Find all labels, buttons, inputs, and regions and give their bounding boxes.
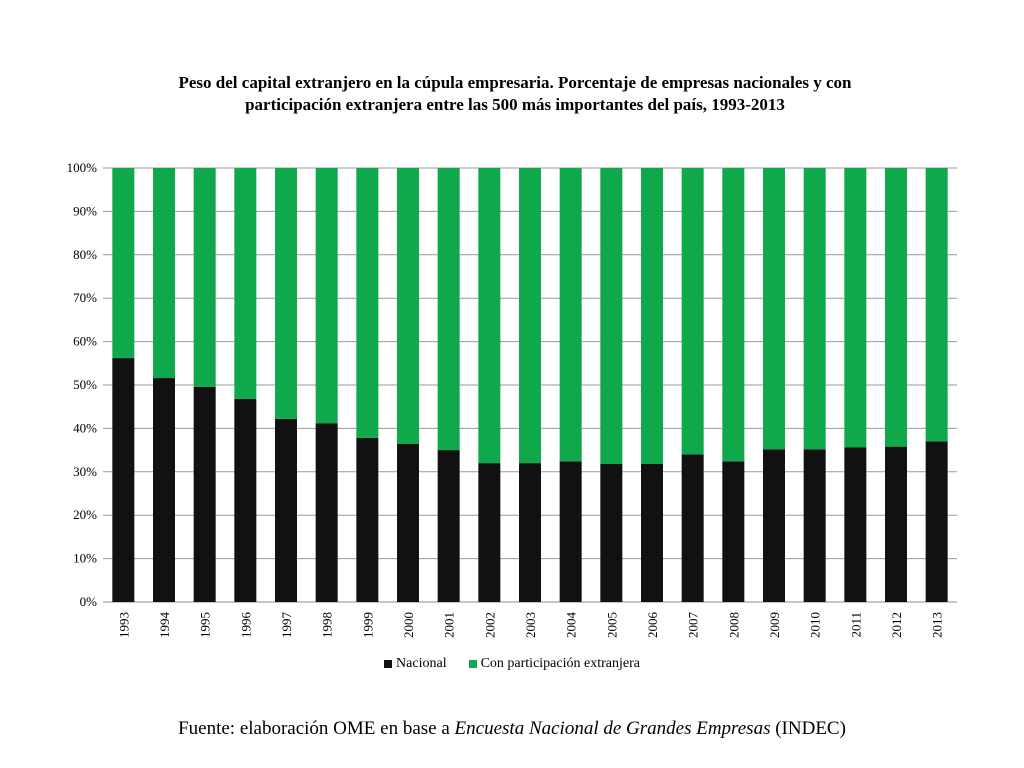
x-tick-label: 1994: [157, 612, 172, 639]
source-suffix: (INDEC): [770, 718, 846, 739]
bar-nacional: [275, 418, 297, 602]
bar-extranjera: [315, 168, 338, 424]
chart-title: Peso del capital extranjero en la cúpula…: [80, 72, 950, 116]
bar-extranjera: [153, 168, 175, 379]
x-tick-label: 2013: [930, 612, 945, 638]
legend-item-nacional: Nacional: [384, 656, 447, 672]
y-tick-label: 0%: [80, 594, 98, 609]
bar-extranjera: [275, 168, 297, 419]
source-prefix: Fuente: elaboración OME en base a: [178, 718, 455, 739]
chart-title-line2: participación extranjera entre las 500 m…: [245, 95, 785, 114]
bar-extranjera: [437, 168, 460, 451]
bar-extranjera: [925, 168, 948, 442]
x-tick-label: 1997: [279, 612, 294, 639]
bar-nacional: [397, 444, 419, 602]
source-note: Fuente: elaboración OME en base a Encues…: [0, 718, 1024, 740]
bar-extranjera: [722, 168, 745, 462]
chart-title-line1: Peso del capital extranjero en la cúpula…: [178, 73, 852, 92]
x-tick-label: 2000: [401, 612, 416, 638]
legend-swatch-nacional: [384, 660, 393, 668]
bar-nacional: [600, 463, 623, 602]
x-tick-label: 2004: [564, 612, 579, 639]
y-tick-label: 10%: [73, 551, 97, 566]
x-tick-label: 1996: [238, 612, 253, 639]
x-tick-label: 1993: [116, 612, 131, 638]
stacked-bar-chart: 0%10%20%30%40%50%60%70%80%90%100% 1993 19…: [67, 160, 957, 639]
y-tick-label: 20%: [73, 507, 97, 522]
bar-nacional: [803, 449, 826, 602]
bar-extranjera: [397, 168, 419, 445]
bar-nacional: [722, 461, 745, 602]
y-tick-label: 70%: [73, 290, 97, 305]
x-tick-label: 2010: [808, 612, 823, 638]
bar-nacional: [112, 358, 135, 602]
bar-extranjera: [844, 168, 867, 448]
bar-nacional: [315, 423, 338, 602]
bar-extranjera: [234, 168, 257, 399]
bar-extranjera: [356, 168, 379, 438]
bar-nacional: [763, 449, 785, 602]
y-tick-label: 30%: [73, 464, 97, 479]
bar-extranjera: [478, 168, 501, 464]
x-tick-label: 2001: [442, 612, 457, 638]
x-tick-label: 2009: [767, 612, 782, 638]
bar-nacional: [925, 441, 948, 602]
x-tick-label: 1999: [360, 612, 375, 638]
bar-extranjera: [641, 168, 663, 464]
y-tick-label: 50%: [73, 377, 97, 392]
bar-nacional: [559, 461, 582, 602]
bar-nacional: [681, 454, 704, 602]
x-tick-label: 2007: [686, 612, 701, 639]
y-tick-label: 40%: [73, 420, 97, 435]
bars: [112, 168, 948, 602]
legend-item-extranjera: Con participación extranjera: [468, 656, 640, 672]
bar-nacional: [437, 450, 460, 602]
y-axis: 0% 10% 20% 30% 40% 50% 60% 70% 80% 90% 100%: [67, 160, 98, 609]
x-tick-label: 2006: [645, 612, 660, 639]
source-italic: Encuesta Nacional de Grandes Empresas: [454, 718, 771, 739]
bar-nacional: [234, 398, 257, 602]
x-axis: 1993 1994 1995 1996 1997 1998 1999 2000 2001 2002…: [116, 612, 944, 639]
bar-extranjera: [763, 168, 785, 450]
bar-nacional: [641, 463, 663, 602]
legend-label-nacional: Nacional: [396, 656, 447, 671]
y-tick-label: 80%: [73, 247, 97, 262]
bar-nacional: [885, 446, 907, 602]
bar-nacional: [478, 463, 501, 602]
x-tick-label: 1995: [198, 612, 213, 638]
bar-nacional: [193, 386, 216, 602]
bar-nacional: [844, 447, 867, 602]
bar-extranjera: [519, 168, 541, 464]
bar-extranjera: [885, 168, 907, 447]
y-tick-label: 90%: [73, 203, 97, 218]
bar-extranjera: [681, 168, 704, 455]
bar-extranjera: [559, 168, 582, 462]
x-tick-label: 2012: [889, 612, 904, 638]
legend-swatch-extranjera: [468, 660, 477, 668]
x-tick-label: 2003: [523, 612, 538, 638]
bar-nacional: [356, 437, 379, 602]
legend-label-extranjera: Con participación extranjera: [480, 656, 640, 671]
x-tick-label: 2002: [482, 612, 497, 638]
bar-extranjera: [600, 168, 623, 464]
bar-nacional: [519, 463, 541, 602]
bar-extranjera: [193, 168, 216, 387]
y-tick-label: 60%: [73, 334, 97, 349]
bar-extranjera: [803, 168, 826, 450]
x-tick-label: 2008: [726, 612, 741, 638]
bar-extranjera: [112, 168, 135, 359]
bar-nacional: [153, 378, 175, 602]
x-tick-label: 2005: [604, 612, 619, 638]
y-tick-label: 100%: [67, 160, 98, 175]
legend: Nacional Con participación extranjera: [0, 656, 1024, 672]
x-tick-label: 1998: [320, 612, 335, 638]
x-tick-label: 2011: [848, 612, 863, 638]
